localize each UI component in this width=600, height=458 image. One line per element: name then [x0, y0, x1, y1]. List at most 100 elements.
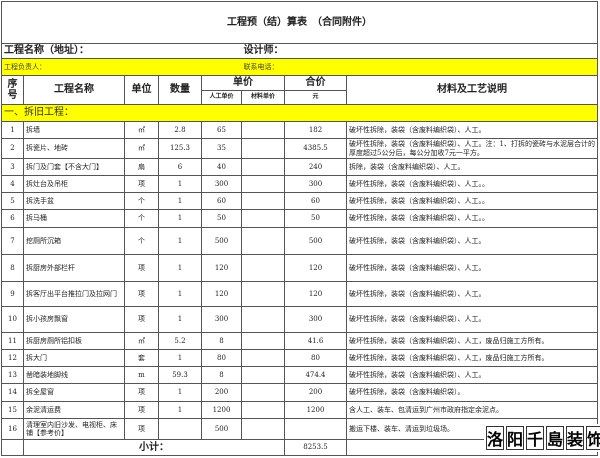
- cell-qty: 2.8: [158, 121, 202, 139]
- cell-desc: 破坏性拆除，装袋（含废料编织袋）、人工。: [346, 121, 598, 139]
- cell-total: 60: [284, 192, 347, 210]
- watermark-logo: 洛阳千島装饰: [484, 424, 600, 452]
- cell-labor: 8: [201, 332, 242, 350]
- cell-no: 1: [1, 121, 24, 139]
- table-row: 4 拆灶台及吊柜项 1 300 300 破坏性拆除，装袋（含废料编织袋）、人工。。: [1, 175, 598, 193]
- cell-material: [241, 209, 285, 228]
- cell-unit: 项: [124, 383, 159, 402]
- header-qty: 数量: [158, 75, 202, 105]
- table-row: 15 余泥清运费项 1 1200 1200 含人工、装车、包清运到广州市政府指定余泥点。: [1, 401, 598, 419]
- table-row: 8 拆厨房外部栏杆项 1 120 120 破坏性拆除，装袋（含废料编织袋）、人工。: [1, 254, 598, 282]
- watermark-char: 装: [566, 426, 584, 450]
- phone-label: 联系电话：: [241, 58, 598, 76]
- cell-unit: m: [124, 366, 159, 384]
- cell-material: [241, 192, 285, 210]
- cell-unit: 项: [124, 281, 159, 307]
- cell-qty: 1: [158, 401, 202, 419]
- cell-name: 拆瓷片、地砖: [23, 138, 125, 159]
- cell-total: 4385.5: [284, 138, 347, 159]
- manager-label: 工程负责人：: [1, 58, 242, 76]
- table-row: 9 拆客厅出平台推拉门及拉网门项 1 120 120 破坏性拆除，装袋（含废料编织袋）、人…: [1, 281, 598, 307]
- watermark-char: 島: [546, 426, 564, 450]
- cell-desc: 破坏性拆除，装袋（含废料编织袋）、人工，废品归施工方所有。: [346, 349, 598, 367]
- header-labor: 人工单价: [201, 90, 242, 105]
- cell-total: 474.4: [284, 366, 347, 384]
- cell-desc: 含人工、装车、包清运到广州市政府指定余泥点。: [346, 401, 598, 419]
- cell-no: 9: [1, 281, 24, 307]
- cell-name: 拆厨房厕所铝扣板: [23, 332, 125, 350]
- cell-desc: 破坏性拆除，装袋（含废料编织袋）、人工。。: [346, 175, 598, 193]
- table-row: 7 挖厕所沉箱个 1 500 500 破坏性拆除，装袋（含废料编织袋）、人工。: [1, 227, 598, 255]
- cell-unit: ㎡: [124, 138, 159, 159]
- cell-qty: [158, 418, 202, 440]
- cell-desc: 破坏性拆除，装袋（含废料编织袋）、人工。。: [346, 209, 598, 228]
- cell-qty: 1: [158, 192, 202, 210]
- subtotal-value: 8253.5: [284, 439, 347, 456]
- cell-name: 拆大门: [23, 349, 125, 367]
- cell-unit: 扇: [124, 158, 159, 176]
- header-no: 序号: [1, 75, 24, 105]
- cell-no: 4: [1, 175, 24, 193]
- cell-total: 182: [284, 121, 347, 139]
- table-row: 13 凿暗装地脚线 m 59.3 8 474.4 破坏性拆除，装袋（含废料编织袋）、人工。: [1, 366, 598, 384]
- cell-name: 拆小孩房飘窗: [23, 306, 125, 333]
- section-title: 一、拆旧工程：: [1, 104, 598, 122]
- subtotal-label: 小计：: [23, 439, 285, 456]
- table-row: 10 拆小孩房飘窗项 1 300 300 破坏性拆除，装袋（含废料编织袋）、人工。: [1, 306, 598, 333]
- watermark-char: 阳: [506, 426, 524, 450]
- cell-desc: 破坏性拆除，装袋（含废料编织袋）、人工。。: [346, 192, 598, 210]
- cell-desc: 破坏性拆除，装袋（含废料编织袋）、人工。: [346, 254, 598, 282]
- cell-qty: 125.3: [158, 138, 202, 159]
- cell-total: 80: [284, 349, 347, 367]
- cell-qty: 1: [158, 349, 202, 367]
- cell-no: 2: [1, 138, 24, 159]
- cell-name: 挖厕所沉箱: [23, 227, 125, 255]
- cell-no: 6: [1, 209, 24, 228]
- cell-material: [241, 418, 285, 440]
- cell-name: 拆马桶: [23, 209, 125, 228]
- cell-material: [241, 366, 285, 384]
- cell-desc: 破坏性拆除，装袋（含废料编织袋）、人工。: [346, 227, 598, 255]
- cell-material: [241, 175, 285, 193]
- cell-no: 15: [1, 401, 24, 419]
- header-total-unit: 元: [284, 90, 347, 105]
- cell-qty: 1: [158, 209, 202, 228]
- table-row: 6 拆马桶个 1 50 50 破坏性拆除，装袋（含废料编织袋）、人工。。: [1, 209, 598, 228]
- subtotal-blank: [1, 439, 24, 456]
- cell-name: 拆客厅出平台推拉门及拉网门: [23, 281, 125, 307]
- cell-name: 凿暗装地脚线: [23, 366, 125, 384]
- cell-no: 12: [1, 349, 24, 367]
- cell-qty: 1: [158, 175, 202, 193]
- cell-material: [241, 121, 285, 139]
- cell-qty: 1: [158, 306, 202, 333]
- cell-labor: 65: [201, 121, 242, 139]
- cell-no: 16: [1, 418, 24, 440]
- cell-labor: 1200: [201, 401, 242, 419]
- cell-material: [241, 227, 285, 255]
- cell-total: 120: [284, 281, 347, 307]
- cell-no: 13: [1, 366, 24, 384]
- cell-desc: 破坏性拆除，装袋（含废料编织袋）、人工。注：1、打拆的瓷砖与水泥层合计的厚度超过…: [346, 138, 598, 159]
- cell-no: 10: [1, 306, 24, 333]
- cell-name: 拆灶台及吊柜: [23, 175, 125, 193]
- cell-total: 41.6: [284, 332, 347, 350]
- watermark-char: 饰: [586, 426, 600, 450]
- cell-desc: 破坏性拆除，装袋（含废料编织袋）、人工。: [346, 306, 598, 333]
- header-total: 合价: [284, 75, 347, 91]
- cell-material: [241, 281, 285, 307]
- cell-desc: 拆除，装袋（含废料编织袋）、人工。: [346, 158, 598, 176]
- cell-unit: 项: [124, 175, 159, 193]
- cell-no: 14: [1, 383, 24, 402]
- cell-labor: 500: [201, 227, 242, 255]
- cell-total: 500: [284, 227, 347, 255]
- cell-labor: 80: [201, 349, 242, 367]
- cell-labor: 500: [201, 418, 242, 440]
- table-row: 12 拆大门套 1 80 80 破坏性拆除，装袋（含废料编织袋）、人工，废品归施工方所有。: [1, 349, 598, 367]
- cell-unit: 项: [124, 418, 159, 440]
- cell-total: 50: [284, 209, 347, 228]
- table-row: 3 拆门及门套【不含大门】扇 6 40 240 拆除，装袋（含废料编织袋）、人工。: [1, 158, 598, 176]
